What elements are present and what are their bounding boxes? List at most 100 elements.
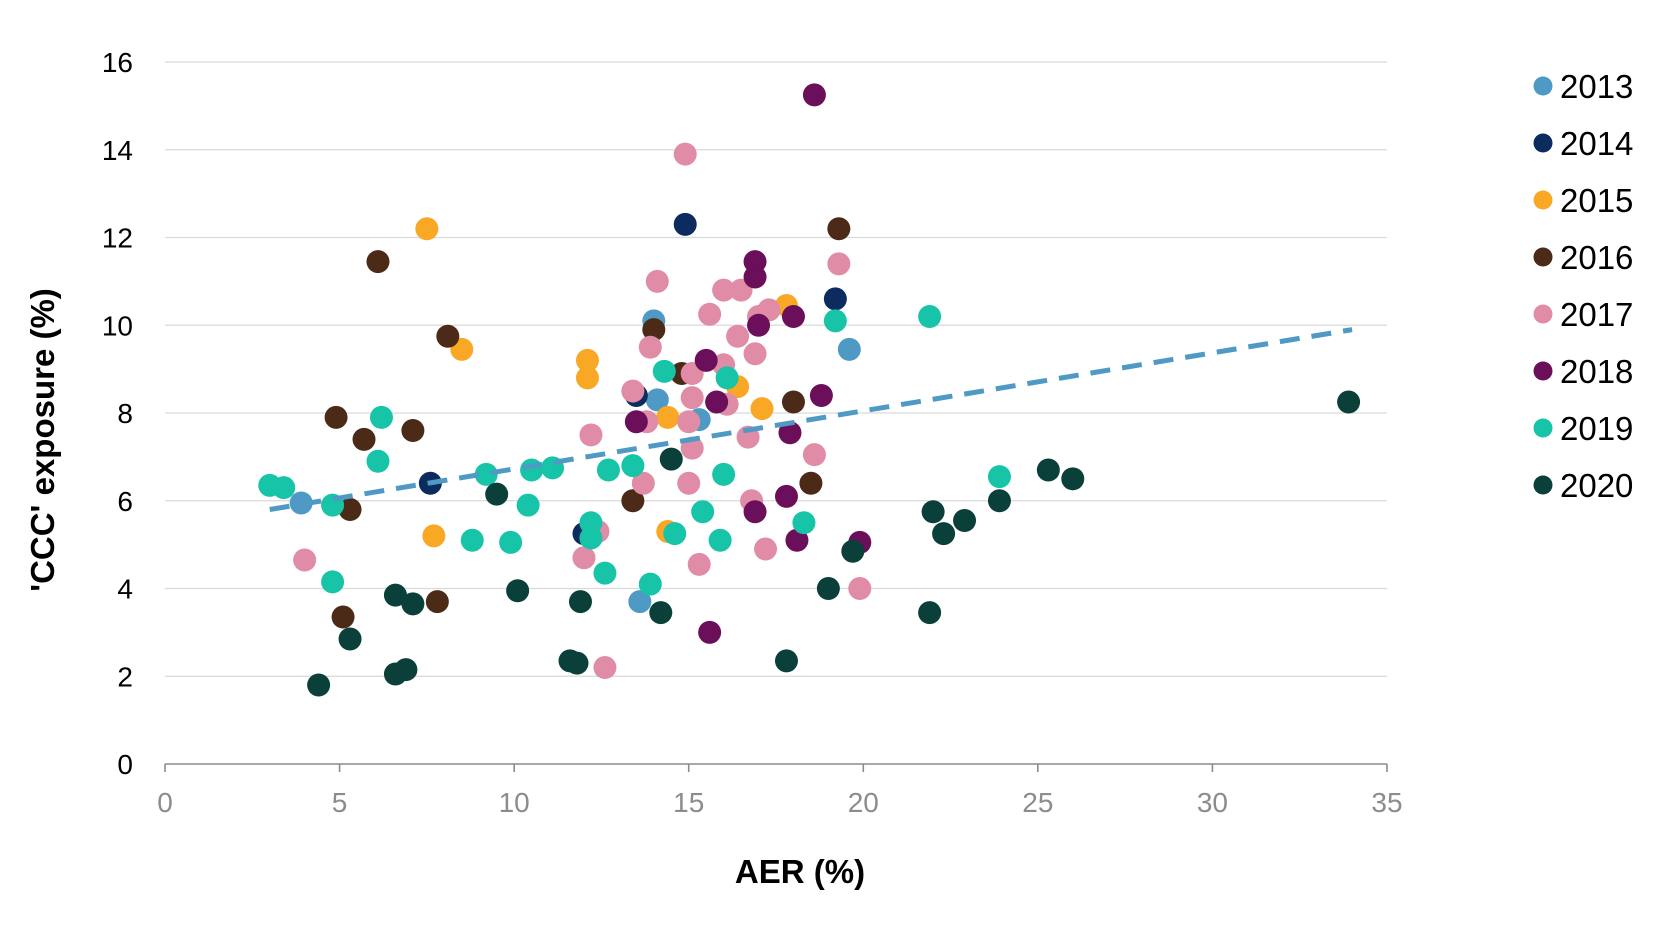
y-tick-label: 6 (117, 486, 133, 517)
legend-marker-2016 (1533, 247, 1553, 267)
data-point-2015 (575, 348, 599, 372)
legend-label-2013: 2013 (1560, 68, 1633, 105)
data-point-2019 (516, 493, 540, 517)
gridlines (165, 61, 1387, 677)
data-point-2016 (642, 318, 666, 342)
data-point-2016 (436, 324, 460, 348)
data-point-2018 (778, 421, 802, 445)
x-tick-label: 5 (332, 787, 348, 818)
data-point-2019 (474, 462, 498, 486)
data-point-2016 (425, 590, 449, 614)
y-tick-label: 4 (117, 574, 133, 605)
data-point-2015 (575, 366, 599, 390)
legend-label-2019: 2019 (1560, 410, 1633, 447)
data-point-2020 (568, 590, 592, 614)
data-point-2017 (579, 423, 603, 447)
data-point-2017 (802, 443, 826, 467)
data-point-2013 (837, 337, 861, 361)
series-2018 (624, 83, 872, 644)
data-point-2018 (785, 528, 809, 552)
y-tick-label: 14 (102, 135, 133, 166)
data-point-2017 (687, 552, 711, 576)
data-point-2017 (631, 471, 655, 495)
y-tick-label: 0 (117, 749, 133, 780)
series-2020 (307, 390, 1361, 697)
legend-label-2015: 2015 (1560, 182, 1633, 219)
legend-marker-2019 (1533, 418, 1553, 438)
data-point-2018 (694, 348, 718, 372)
data-point-2020 (1061, 467, 1085, 491)
data-point-2019 (460, 528, 484, 552)
data-point-2020 (565, 651, 589, 675)
x-tick-label: 25 (1022, 787, 1053, 818)
y-tick-label: 8 (117, 398, 133, 429)
data-point-2020 (338, 627, 362, 651)
data-point-2019 (579, 511, 603, 535)
data-point-2017 (712, 278, 736, 302)
data-point-2019 (272, 476, 296, 500)
legend-label-2017: 2017 (1560, 296, 1633, 333)
data-point-2013 (645, 388, 669, 412)
legend-label-2020: 2020 (1560, 467, 1633, 504)
legend-label-2018: 2018 (1560, 353, 1633, 390)
data-point-2014 (673, 212, 697, 236)
data-point-2020 (921, 500, 945, 524)
data-point-2016 (338, 498, 362, 522)
data-point-2016 (331, 605, 355, 629)
data-point-2018 (743, 500, 767, 524)
data-point-2019 (596, 458, 620, 482)
x-tick-label: 35 (1371, 787, 1402, 818)
data-point-2017 (638, 335, 662, 359)
data-point-2020 (307, 673, 331, 697)
data-point-2016 (799, 471, 823, 495)
data-point-2016 (352, 427, 376, 451)
data-point-2018 (809, 383, 833, 407)
data-point-2020 (841, 539, 865, 563)
y-tick-label: 16 (102, 47, 133, 78)
data-point-2019 (987, 465, 1011, 489)
data-point-2017 (677, 471, 701, 495)
data-point-2014 (823, 287, 847, 311)
series-2019 (258, 304, 1011, 596)
data-point-2017 (848, 577, 872, 600)
data-point-2019 (621, 454, 645, 478)
data-point-2018 (781, 304, 805, 328)
legend-marker-2015 (1533, 190, 1553, 210)
data-point-2018 (624, 410, 648, 434)
x-tick-label: 0 (157, 787, 173, 818)
data-point-2020 (774, 649, 798, 673)
data-point-2019 (499, 530, 523, 554)
data-point-2020 (987, 489, 1011, 513)
data-point-2016 (401, 419, 425, 443)
data-point-2020 (649, 601, 673, 625)
data-point-2020 (485, 482, 509, 506)
legend: 2013 2014 2015 2016 2017 2018 2019 2020 (1533, 68, 1633, 504)
data-point-2017 (593, 655, 617, 679)
data-point-2018 (743, 265, 767, 289)
data-point-2020 (401, 592, 425, 616)
data-point-2019 (593, 561, 617, 585)
data-point-2016 (827, 217, 851, 241)
x-tick-label: 30 (1197, 787, 1228, 818)
data-point-2017 (827, 252, 851, 276)
data-point-2016 (781, 390, 805, 414)
data-point-2019 (520, 458, 544, 482)
data-point-2019 (823, 309, 847, 333)
data-point-2020 (394, 658, 418, 682)
legend-marker-2013 (1533, 76, 1553, 96)
data-point-2018 (705, 390, 729, 414)
data-point-2019 (366, 449, 390, 473)
data-point-2018 (747, 313, 771, 337)
data-point-2019 (691, 500, 715, 524)
data-point-2020 (932, 522, 956, 546)
y-tick-label: 10 (102, 310, 133, 341)
data-point-2020 (659, 447, 683, 471)
x-tick-label: 10 (499, 787, 530, 818)
data-point-2017 (754, 537, 778, 561)
trendline (269, 327, 1353, 512)
data-point-2015 (656, 405, 680, 429)
data-point-2019 (652, 359, 676, 383)
legend-marker-2014 (1533, 133, 1553, 153)
data-point-2015 (422, 524, 446, 548)
